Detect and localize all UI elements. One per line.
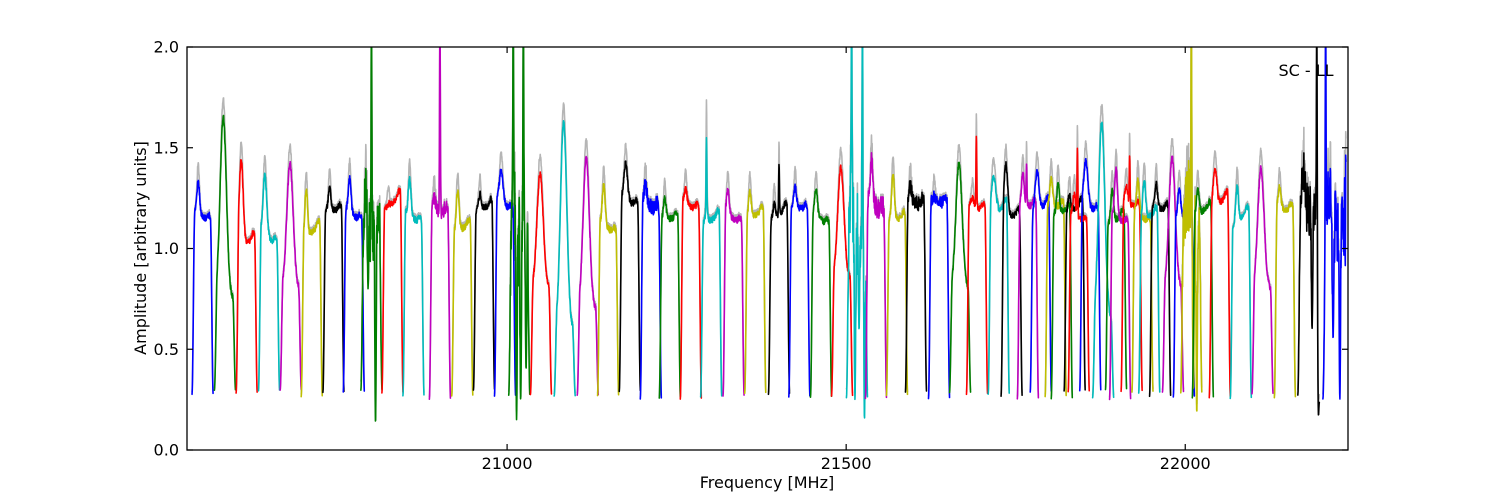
bandpass-segment [381,187,404,394]
bandpass-segment [809,188,833,399]
bandpass-segment [1137,180,1161,394]
raw-bandpass-segment [191,161,214,393]
bandpass-segment [1029,168,1053,393]
bandpass-segment [450,189,474,397]
bandpass-segment [845,47,869,419]
tick-label: 0.5 [154,340,179,359]
raw-bandpass-segment [402,158,425,394]
bandpass-segment [1273,184,1297,399]
bandpass-segment [965,135,989,396]
bandpass-segment [402,175,425,397]
bandpass-segment [722,187,745,397]
bandpass-segment [1322,47,1347,400]
raw-bandpass-segment [885,156,909,394]
bandpass-segment [1229,184,1253,400]
bandpass-segment [1251,165,1274,395]
raw-bandpass-segment [767,141,791,393]
bandpass-segment [428,47,452,400]
bandpass-segment [618,160,642,393]
bandpass-curves [191,47,1347,422]
bandpass-segment [213,114,237,392]
bandpass-segment [904,179,928,393]
bandpass-segment [257,172,281,392]
bandpass-segment [1078,157,1102,392]
bandpass-segment [1000,160,1023,398]
bandpass-segment [596,182,620,397]
raw-bandpass-segment [787,165,811,396]
raw-bandpass-segment [322,168,345,391]
bandpass-segment [360,47,383,422]
tick-label: 1.0 [154,239,179,258]
correlation-label: SC - LL [1278,61,1333,80]
tick-label: 2.0 [154,38,179,57]
bandpass-segment [787,183,811,398]
bandpass-segment [553,119,576,397]
bandpass-segment [658,195,682,399]
bandpass-segment [300,188,324,398]
bandpass-segment [342,175,366,393]
raw-bandpass-segment [1029,151,1053,391]
bandpass-segment [191,179,214,396]
y-axis-label: Amplitude [arbitrary units] [131,141,150,355]
bandpass-segment [1050,181,1074,400]
tick-label: 21000 [482,454,533,473]
bandpass-segment [529,171,553,396]
raw-bandpass-segment [257,154,281,389]
tick-label: 22000 [1160,454,1211,473]
bandpass-segment [864,152,888,400]
raw-bandpass-segment [864,134,888,397]
raw-bandpass-segment [450,172,474,395]
bandpass-segment [472,190,496,391]
bandpass-segment [1108,166,1132,401]
bandpass-segment [1297,47,1321,416]
bandpass-segment [576,155,600,396]
bandpass-segment [322,185,345,394]
bandpass-segment [279,160,303,391]
tick-label: 1.5 [154,138,179,157]
bandpass-segment [639,179,663,400]
axis-ticks [187,46,1348,451]
bandpass-segment [1161,155,1185,393]
raw-bandpass-segment [618,142,642,390]
bandpass-segment [987,174,1011,396]
bandpass-segment [1208,167,1232,399]
bandpass-segment [679,185,703,400]
bandpass-segment [1067,147,1091,393]
bandpass-segment [1179,47,1203,412]
x-axis-label: Frequency [MHz] [700,473,834,492]
bandpass-segment [235,159,258,394]
bandpass-segment [885,173,909,397]
bandpass-segment [699,136,723,398]
bandpass-segment [1120,155,1143,393]
bandpass-segment [1148,180,1172,398]
raw-bandpass-segment [1229,166,1253,397]
bandpass-segment [927,190,951,400]
tick-label: 21500 [821,454,872,473]
tick-label: 0.0 [154,441,179,460]
bandpass-segment [743,188,767,395]
bandpass-segment [507,47,531,421]
raw-bandpass-segment [699,99,723,396]
tick-labels: 21000 21500 22000 0.0 0.5 1.0 1.5 2.0 [154,38,1211,474]
bandpass-segment [767,163,791,396]
bandpass-segment [948,161,972,394]
bandpass-segment [1191,187,1215,399]
raw-bandpass-segment [596,165,620,394]
